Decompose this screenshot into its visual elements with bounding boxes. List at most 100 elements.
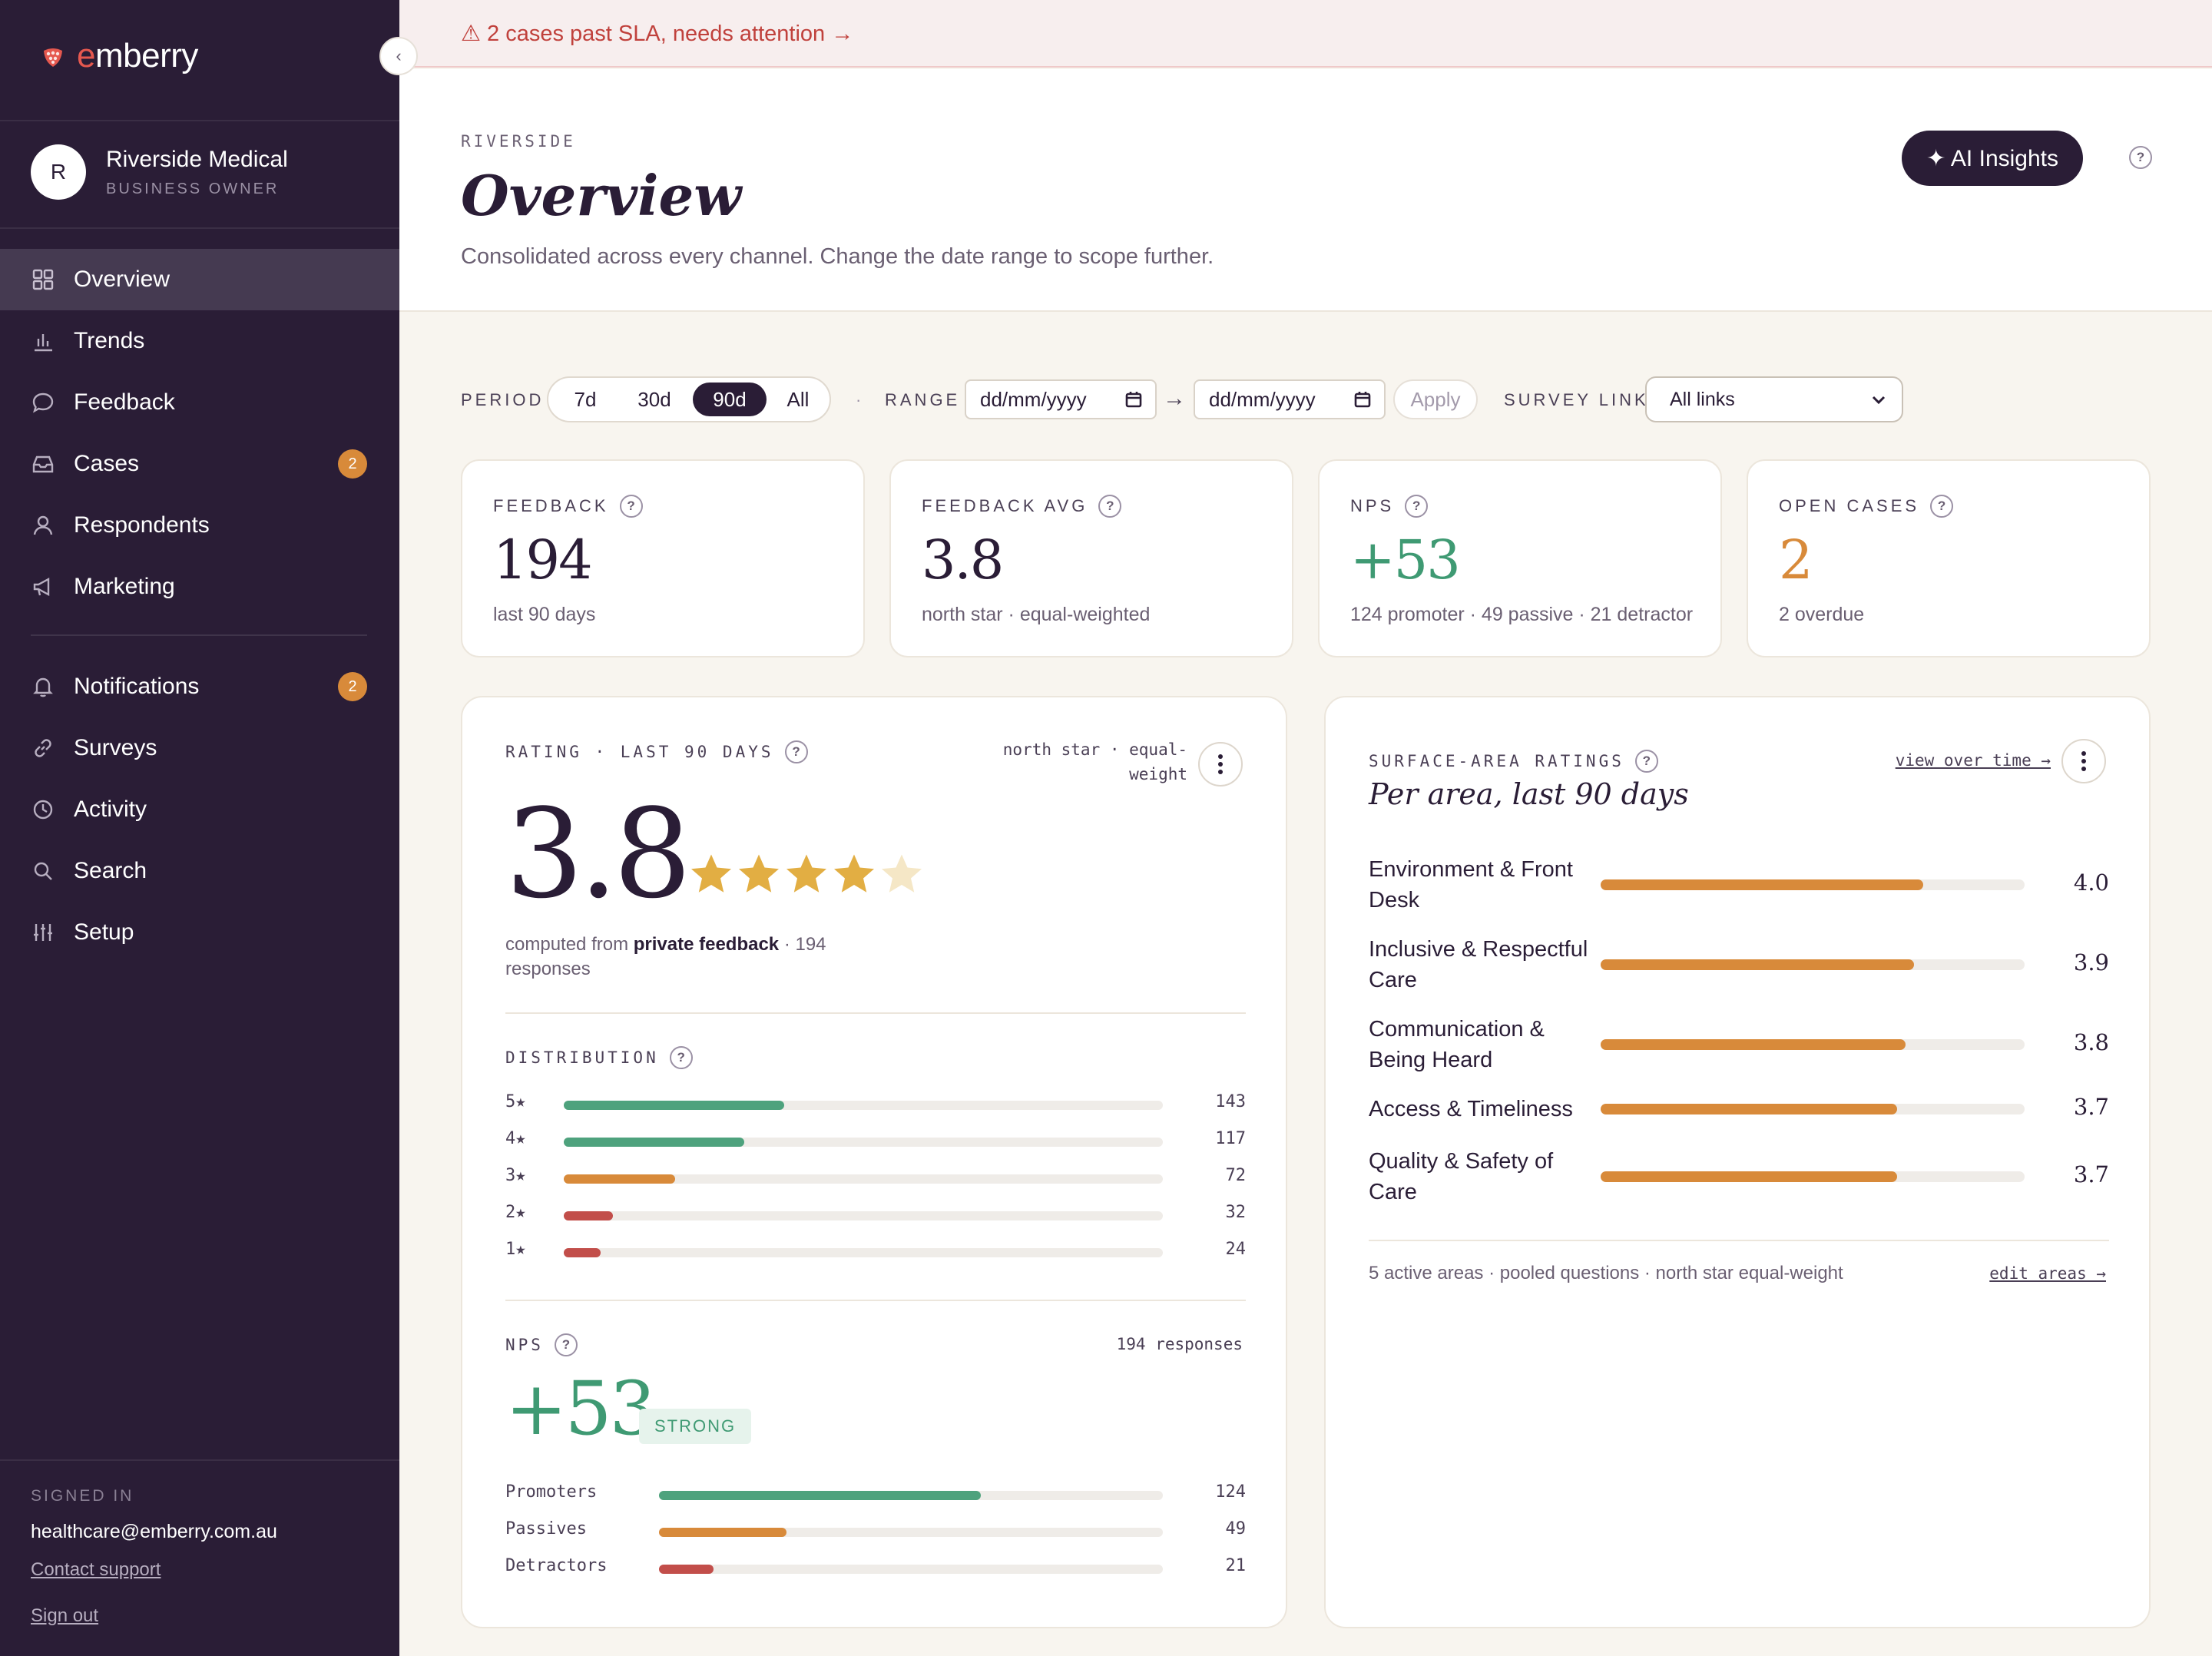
kpi-subtext: 2 overdue (1779, 604, 1865, 625)
view-over-time-link[interactable]: view over time → (1895, 751, 2051, 770)
nps-bar (659, 1491, 982, 1500)
sidebar-item-search[interactable]: Search (0, 840, 399, 902)
area-score: 3.9 (2073, 949, 2109, 975)
nps-group-label: Detractors (505, 1556, 608, 1575)
nps-track (659, 1565, 1163, 1574)
divider (1369, 1240, 2109, 1241)
nav-divider (31, 634, 367, 636)
start-date-input[interactable]: dd/mm/yyyy (965, 379, 1157, 419)
start-date-placeholder: dd/mm/yyyy (980, 387, 1087, 411)
surface-area-title: Per area, last 90 days (1369, 777, 1689, 811)
sign-out-link[interactable]: Sign out (31, 1605, 99, 1626)
help-icon[interactable]: ? (554, 1333, 578, 1356)
notifications-count-badge: 2 (338, 672, 367, 701)
help-icon[interactable]: ? (784, 740, 808, 763)
north-star-note: north star · equal- weight (1002, 740, 1187, 783)
help-icon[interactable]: ? (2129, 146, 2152, 169)
apply-button[interactable]: Apply (1393, 379, 1478, 419)
collapse-sidebar-button[interactable]: ‹ (379, 37, 418, 75)
help-icon[interactable]: ? (669, 1046, 693, 1069)
account-switcher[interactable]: R Riverside Medical BUSINESS OWNER (31, 144, 288, 200)
star-icon (691, 854, 731, 893)
sidebar-item-overview[interactable]: Overview (0, 249, 399, 310)
period-30d-button[interactable]: 30d (637, 387, 671, 411)
period-90d-button[interactable]: 90d (693, 383, 767, 416)
link-icon (31, 736, 55, 760)
area-label: Environment & Front Desk (1369, 857, 1573, 912)
chat-bubble-icon (31, 390, 55, 415)
area-row[interactable]: Communication & Being Heard 3.8 (1369, 1014, 2109, 1075)
sidebar-item-cases[interactable]: Cases 2 (0, 433, 399, 495)
brand-name: emberry (77, 37, 198, 75)
distribution-row: 5★ 143 (505, 1092, 1246, 1115)
calendar-icon (1354, 392, 1371, 408)
more-options-button[interactable] (1198, 742, 1243, 787)
period-7d-button[interactable]: 7d (574, 387, 597, 411)
nps-value: +53 (505, 1366, 657, 1452)
help-icon[interactable]: ? (1930, 495, 1954, 518)
distribution-count: 32 (1225, 1203, 1247, 1222)
rating-card: RATING · LAST 90 DAYS ? north star · equ… (461, 696, 1287, 1628)
distribution-star-label: 4★ (505, 1129, 526, 1148)
more-options-button[interactable] (2061, 739, 2106, 783)
sla-alert-banner[interactable]: ⚠ 2 cases past SLA, needs attention → (399, 0, 2212, 68)
area-bar (1601, 879, 1923, 890)
area-bar (1601, 1104, 1898, 1114)
sidebar-item-label: Cases (74, 451, 140, 476)
nps-breakdown-row: Passives 49 (505, 1519, 1246, 1542)
distribution-row: 2★ 32 (505, 1203, 1246, 1226)
area-bar (1601, 1171, 1898, 1182)
signed-in-email: healthcare@emberry.com.au (31, 1521, 277, 1542)
nps-group-count: 49 (1225, 1519, 1247, 1538)
survey-link-select[interactable]: All links (1645, 376, 1903, 422)
raspberry-logo-icon (44, 48, 62, 67)
area-row[interactable]: Environment & Front Desk 4.0 (1369, 854, 2109, 916)
nps-group-count: 124 (1215, 1482, 1246, 1502)
contact-support-link[interactable]: Contact support (31, 1559, 161, 1580)
sidebar-item-setup[interactable]: Setup (0, 902, 399, 963)
sidebar-item-feedback[interactable]: Feedback (0, 372, 399, 433)
end-date-input[interactable]: dd/mm/yyyy (1194, 379, 1386, 419)
area-score: 3.7 (2073, 1094, 2109, 1120)
help-icon[interactable]: ? (1634, 750, 1658, 773)
ai-insights-button[interactable]: ✦ AI Insights (1902, 131, 2083, 186)
period-all-button[interactable]: All (786, 387, 810, 411)
nps-breakdown-row: Detractors 21 (505, 1556, 1246, 1579)
help-icon[interactable]: ? (1405, 495, 1429, 518)
sidebar-item-notifications[interactable]: Notifications 2 (0, 656, 399, 717)
sidebar-item-respondents[interactable]: Respondents (0, 495, 399, 556)
grid-icon (31, 267, 55, 292)
brand-logo[interactable]: emberry (40, 37, 198, 75)
nps-breakdown-row: Promoters 124 (505, 1482, 1246, 1505)
sidebar-item-label: Marketing (74, 574, 175, 599)
distribution-star-label: 5★ (505, 1092, 526, 1111)
sidebar-item-marketing[interactable]: Marketing (0, 556, 399, 618)
kpi-label: FEEDBACK (493, 496, 609, 515)
area-row[interactable]: Access & Timeliness 3.7 (1369, 1094, 2109, 1124)
sidebar-divider (0, 227, 399, 229)
sidebar-item-trends[interactable]: Trends (0, 310, 399, 372)
nps-status-badge: STRONG (639, 1409, 752, 1444)
kpi-label: OPEN CASES (1779, 496, 1920, 515)
survey-link-value: All links (1670, 388, 1735, 410)
sidebar-item-activity[interactable]: Activity (0, 779, 399, 840)
clock-icon (31, 797, 55, 822)
page-header: RIVERSIDE Overview Consolidated across e… (399, 69, 2212, 312)
sidebar-item-surveys[interactable]: Surveys (0, 717, 399, 779)
nps-track (659, 1491, 1163, 1500)
area-row[interactable]: Inclusive & Respectful Care 3.9 (1369, 934, 2109, 995)
edit-areas-link[interactable]: edit areas → (1989, 1264, 2106, 1283)
help-icon[interactable]: ? (619, 495, 643, 518)
kpi-label: NPS (1350, 496, 1395, 515)
nps-responses-count: 194 responses (1116, 1335, 1243, 1353)
cases-count-badge: 2 (338, 449, 367, 479)
distribution-track (564, 1211, 1163, 1220)
kpi-value: +53 (1350, 528, 1461, 591)
area-track (1601, 959, 2025, 970)
area-row[interactable]: Quality & Safety of Care 3.7 (1369, 1146, 2109, 1207)
distribution-bar (564, 1101, 785, 1110)
megaphone-icon (31, 575, 55, 599)
distribution-row: 4★ 117 (505, 1129, 1246, 1152)
help-icon[interactable]: ? (1098, 495, 1122, 518)
surface-area-card: SURFACE-AREA RATINGS ? view over time → … (1324, 696, 2151, 1628)
